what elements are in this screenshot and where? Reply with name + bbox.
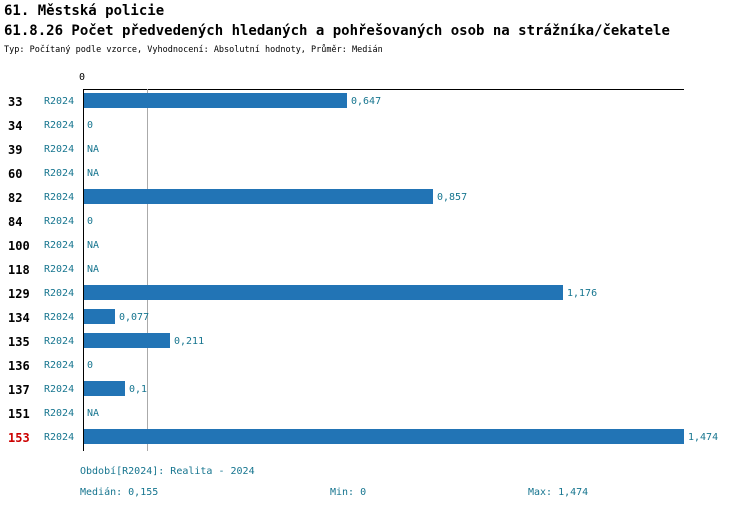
row-category-label: 60 [8, 167, 23, 181]
row-category-label: 84 [8, 215, 23, 229]
row-series-label: R2024 [44, 96, 75, 107]
row-category-label: 118 [8, 263, 30, 277]
row-series-label: R2024 [44, 192, 75, 203]
chart-row: 82 R2024 0,857 [0, 186, 750, 210]
row-series-label: R2024 [44, 360, 75, 371]
row-series-label: R2024 [44, 384, 75, 395]
value-label: 0 [87, 360, 94, 371]
value-bar [84, 93, 347, 108]
value-label: 1,176 [567, 288, 598, 299]
value-label: 0,1 [129, 384, 148, 395]
chart-row: 153 R2024 1,474 [0, 426, 750, 450]
chart-row: 151 R2024 NA [0, 402, 750, 426]
value-bar [84, 429, 684, 444]
chart-row: 34 R2024 0 [0, 114, 750, 138]
row-category-label: 100 [8, 239, 30, 253]
row-series-label: R2024 [44, 240, 75, 251]
row-category-label: 134 [8, 311, 30, 325]
row-category-label: 135 [8, 335, 30, 349]
bar-chart: 0 33 R2024 0,647 34 R2024 0 39 R2024 NA 60 R2024 NA… [0, 72, 750, 451]
value-label: 0,857 [437, 192, 468, 203]
chart-row: 33 R2024 0,647 [0, 90, 750, 114]
stat-median: Medián: 0,155 [80, 487, 159, 498]
chart-row: 136 R2024 0 [0, 354, 750, 378]
value-bar [84, 309, 115, 324]
chart-subtitle: 61.8.26 Počet předvedených hledaných a p… [4, 23, 670, 39]
row-category-label: 129 [8, 287, 30, 301]
row-category-label: 137 [8, 383, 30, 397]
x-axis-tick-zero: 0 [79, 72, 86, 83]
chart-row: 60 R2024 NA [0, 162, 750, 186]
stat-max: Max: 1,474 [528, 487, 589, 498]
chart-row: 134 R2024 0,077 [0, 306, 750, 330]
median-line [147, 89, 148, 451]
value-bar [84, 381, 125, 396]
stat-min: Min: 0 [330, 487, 367, 498]
value-bar [84, 333, 170, 348]
row-series-label: R2024 [44, 168, 75, 179]
value-label: 0 [87, 216, 94, 227]
row-category-label: 151 [8, 407, 30, 421]
chart-row: 100 R2024 NA [0, 234, 750, 258]
row-category-label: 153 [8, 431, 30, 445]
chart-rows: 33 R2024 0,647 34 R2024 0 39 R2024 NA 60 R2024 NA 82… [0, 90, 750, 450]
chart-row: 39 R2024 NA [0, 138, 750, 162]
value-label: NA [87, 168, 100, 179]
row-series-label: R2024 [44, 120, 75, 131]
chart-row: 135 R2024 0,211 [0, 330, 750, 354]
value-label: NA [87, 264, 100, 275]
value-label: 0,647 [351, 96, 382, 107]
value-label: NA [87, 144, 100, 155]
value-label: NA [87, 240, 100, 251]
row-series-label: R2024 [44, 432, 75, 443]
row-series-label: R2024 [44, 408, 75, 419]
value-label: NA [87, 408, 100, 419]
row-category-label: 34 [8, 119, 23, 133]
legend-period: Období[R2024]: Realita - 2024 [80, 466, 255, 477]
value-label: 1,474 [688, 432, 719, 443]
row-category-label: 33 [8, 95, 23, 109]
row-category-label: 82 [8, 191, 23, 205]
value-label: 0,077 [119, 312, 150, 323]
chart-row: 118 R2024 NA [0, 258, 750, 282]
row-series-label: R2024 [44, 216, 75, 227]
row-series-label: R2024 [44, 336, 75, 347]
chart-row: 84 R2024 0 [0, 210, 750, 234]
row-series-label: R2024 [44, 312, 75, 323]
chart-row: 129 R2024 1,176 [0, 282, 750, 306]
y-axis-line [83, 89, 84, 451]
value-label: 0,211 [174, 336, 205, 347]
row-category-label: 136 [8, 359, 30, 373]
value-bar [84, 189, 433, 204]
value-bar [84, 285, 563, 300]
value-label: 0 [87, 120, 94, 131]
row-series-label: R2024 [44, 144, 75, 155]
page-title: 61. Městská policie [4, 3, 165, 19]
chart-row: 137 R2024 0,1 [0, 378, 750, 402]
row-series-label: R2024 [44, 264, 75, 275]
row-series-label: R2024 [44, 288, 75, 299]
chart-meta-line: Typ: Počítaný podle vzorce, Vyhodnocení:… [4, 45, 383, 55]
row-category-label: 39 [8, 143, 23, 157]
x-axis-line [83, 89, 684, 90]
